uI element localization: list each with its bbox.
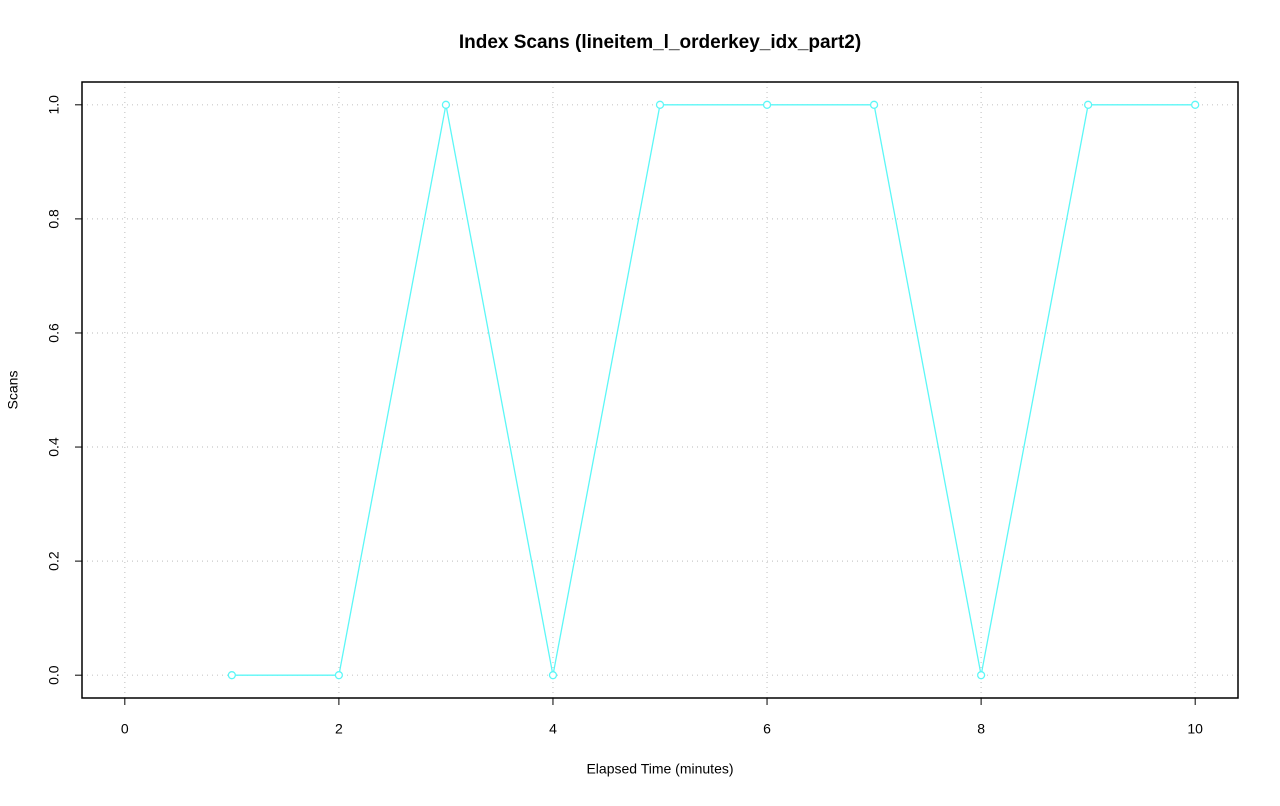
- y-tick-label: 0.4: [46, 437, 62, 457]
- y-axis-label: Scans: [5, 371, 21, 410]
- y-tick-label: 0.2: [46, 551, 62, 571]
- chart-title: Index Scans (lineitem_l_orderkey_idx_par…: [459, 32, 861, 53]
- data-point: [441, 100, 451, 109]
- y-tick-label: 0.8: [46, 209, 62, 229]
- data-point: [227, 671, 237, 680]
- x-axis-label: Elapsed Time (minutes): [586, 761, 733, 777]
- x-tick-label: 6: [763, 721, 771, 737]
- y-tick-label: 0.0: [46, 665, 62, 685]
- data-point: [655, 100, 665, 109]
- x-tick-label: 10: [1187, 721, 1203, 737]
- data-point: [334, 671, 344, 680]
- series-line: [231, 104, 1196, 676]
- x-tick-label: 2: [335, 721, 343, 737]
- data-point: [548, 671, 558, 680]
- data-point: [762, 100, 772, 109]
- plot-frame: [81, 81, 1239, 699]
- y-tick-label: 0.6: [46, 323, 62, 343]
- x-tick-label: 8: [977, 721, 985, 737]
- data-point: [1191, 100, 1200, 109]
- data-point: [869, 100, 879, 109]
- x-tick-label: 4: [549, 721, 557, 737]
- data-point: [1083, 100, 1093, 109]
- x-tick-label: 0: [121, 721, 129, 737]
- data-point: [976, 671, 986, 680]
- y-tick-label: 1.0: [46, 95, 62, 115]
